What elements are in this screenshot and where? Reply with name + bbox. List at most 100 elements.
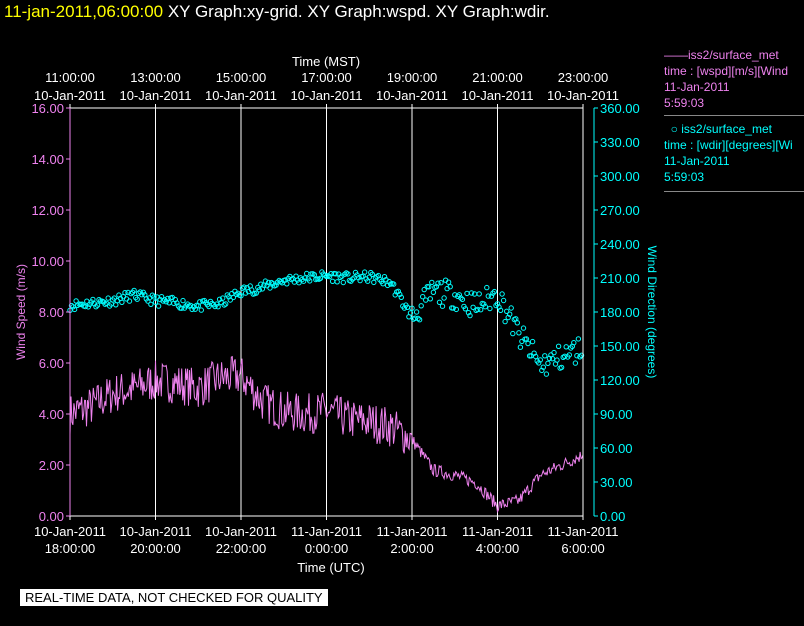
- wind-direction-point: [152, 299, 159, 305]
- wind-direction-point: [551, 349, 557, 356]
- wind-direction-point: [241, 284, 247, 290]
- legend-wspd-time: 5:59:03: [664, 96, 705, 110]
- bottom-tick-date: 11-Jan-2011: [547, 524, 618, 539]
- legend-wdir-variable: time : [wdir][degrees][Wi: [664, 138, 793, 152]
- wind-direction-point: [504, 308, 510, 314]
- wind-direction-point: [491, 288, 498, 295]
- wind-direction-point: [333, 271, 339, 277]
- bottom-tick-date: 10-Jan-2011: [119, 524, 191, 539]
- wind-direction-point: [284, 281, 290, 287]
- wind-direction-point: [575, 336, 582, 342]
- wind-direction-point: [180, 297, 186, 304]
- bottom-tick-date: 11-Jan-2011: [462, 524, 533, 539]
- wind-direction-point: [476, 291, 482, 297]
- wind-direction-point: [481, 301, 487, 307]
- wind-direction-point: [420, 294, 426, 300]
- wind-direction-point: [134, 296, 140, 302]
- wind-direction-point: [563, 344, 569, 350]
- right-tick-label: 60.00: [600, 441, 633, 456]
- wind-direction-point: [523, 336, 530, 342]
- wind-speed-axis: 0.00 2.00 4.00 6.00 8.00 10.00 12.00 14.00 16.00: [31, 101, 70, 524]
- wind-direction-point: [345, 271, 351, 277]
- top-tick-date: 10-Jan-2011: [119, 88, 191, 103]
- wind-direction-point: [500, 297, 507, 304]
- wind-direction-point: [397, 291, 403, 298]
- legend-line-swatch: ——: [664, 48, 688, 62]
- wind-direction-point: [470, 304, 476, 310]
- wind-direction-point: [354, 272, 360, 278]
- wind-direction-point: [499, 291, 505, 297]
- wind-direction-point: [467, 312, 473, 319]
- mst-time-axis: 11:00:00 10-Jan-2011 13:00:00 10-Jan-2011 15…: [34, 70, 619, 108]
- wind-direction-point: [206, 303, 212, 310]
- top-tick-date: 10-Jan-2011: [376, 88, 448, 103]
- right-tick-label: 270.00: [600, 203, 640, 218]
- wind-direction-point: [326, 273, 333, 280]
- wind-direction-point: [94, 302, 101, 308]
- wind-direction-point: [122, 290, 128, 296]
- wind-direction-point: [380, 281, 386, 287]
- top-tick-date: 10-Jan-2011: [205, 88, 277, 103]
- graph-title: 11-jan-2011,06:00:00 XY Graph:xy-grid. X…: [4, 2, 550, 22]
- left-axis-label: Wind Speed (m/s): [14, 264, 28, 360]
- bottom-tick-time: 2:00:00: [390, 541, 433, 556]
- left-tick-label: 6.00: [39, 356, 64, 371]
- legend-wind-speed: ——iss2/surface_met time : [wspd][m/s][Wi…: [664, 47, 804, 111]
- right-tick-label: 210.00: [600, 271, 640, 286]
- wind-speed-series: [69, 355, 584, 514]
- top-tick-time: 17:00:00: [301, 70, 352, 85]
- left-tick-label: 12.00: [31, 203, 64, 218]
- plot-frame: [69, 107, 595, 517]
- wind-direction-point: [572, 360, 579, 366]
- wind-direction-point: [464, 290, 470, 297]
- legend-wind-direction: ○ iss2/surface_met time : [wdir][degrees…: [664, 121, 804, 185]
- wind-direction-point: [230, 294, 237, 301]
- top-axis-label: Time (MST): [292, 54, 360, 69]
- wind-direction-point: [439, 303, 446, 309]
- wind-direction-point: [484, 284, 490, 291]
- right-tick-label: 240.00: [600, 237, 640, 252]
- wind-direction-point: [445, 279, 452, 285]
- wind-direction-point: [178, 305, 185, 311]
- wind-direction-point: [238, 293, 244, 299]
- wind-direction-point: [413, 309, 420, 315]
- legend-wspd-title: iss2/surface_met: [688, 48, 779, 62]
- title-graphs: XY Graph:xy-grid. XY Graph:wspd. XY Grap…: [167, 2, 550, 21]
- left-tick-label: 2.00: [39, 458, 64, 473]
- top-tick-date: 10-Jan-2011: [547, 88, 619, 103]
- wind-direction-series: [67, 269, 585, 377]
- wind-direction-point: [128, 290, 134, 297]
- wind-direction-point: [96, 297, 102, 303]
- top-tick-time: 23:00:00: [558, 70, 609, 85]
- wind-direction-point: [427, 296, 433, 302]
- left-tick-label: 16.00: [31, 101, 64, 116]
- wind-direction-point: [416, 317, 423, 323]
- wind-direction-point: [401, 305, 408, 311]
- wind-direction-point: [475, 306, 481, 313]
- wind-direction-point: [155, 303, 162, 309]
- legend-wspd-date: 11-Jan-2011: [664, 80, 730, 94]
- wind-direction-point: [398, 294, 404, 300]
- wind-direction-point: [450, 305, 456, 311]
- wind-direction-point: [381, 274, 388, 280]
- wind-direction-point: [497, 307, 504, 313]
- wind-direction-point: [369, 271, 375, 277]
- right-axis-label: Wind Direction (degrees): [645, 246, 659, 379]
- wind-direction-point: [435, 280, 441, 286]
- wind-direction-point: [462, 306, 469, 312]
- title-timestamp: 11-jan-2011,06:00:00: [4, 2, 164, 21]
- wind-direction-point: [438, 280, 444, 286]
- wind-direction-point: [516, 330, 522, 336]
- wind-speed-line: [69, 355, 584, 514]
- wind-direction-point: [441, 295, 447, 301]
- wind-direction-point: [465, 310, 472, 316]
- left-tick-label: 10.00: [31, 254, 64, 269]
- wind-direction-point: [520, 325, 527, 331]
- wind-direction-point: [566, 352, 572, 358]
- bottom-tick-time: 6:00:00: [561, 541, 604, 556]
- wind-direction-point: [262, 278, 269, 284]
- bottom-tick-date: 10-Jan-2011: [205, 524, 277, 539]
- wind-direction-point: [409, 305, 415, 311]
- wind-direction-point: [267, 285, 273, 291]
